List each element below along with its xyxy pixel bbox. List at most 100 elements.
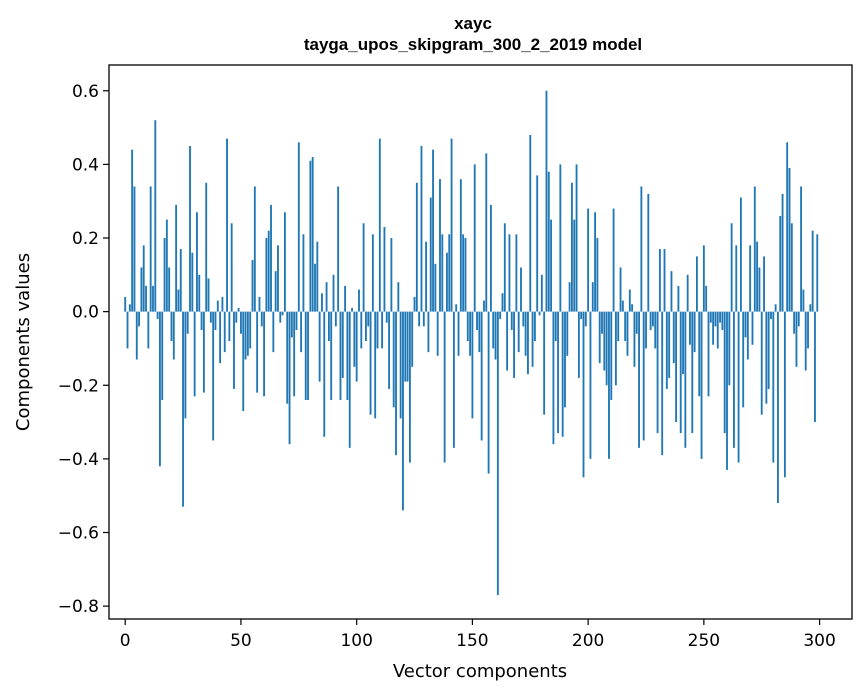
bar-29: [191, 252, 194, 312]
bar-178: [536, 175, 539, 312]
bar-115: [390, 238, 393, 312]
bar-25: [182, 311, 184, 507]
bar-146: [462, 234, 465, 312]
bar-213: [617, 311, 620, 342]
bar-197: [580, 311, 583, 319]
bar-87: [325, 282, 328, 312]
bar-124: [411, 311, 414, 367]
bar-201: [589, 311, 592, 459]
bar-141: [450, 138, 453, 312]
bar-282: [777, 311, 779, 504]
bar-68: [281, 311, 284, 316]
bar-128: [420, 145, 423, 312]
bar-254: [712, 311, 715, 345]
bar-256: [716, 311, 719, 349]
bar-53: [246, 311, 249, 356]
bar-59: [260, 311, 263, 327]
bar-236: [670, 271, 673, 312]
bar-293: [802, 289, 805, 312]
bar-207: [603, 311, 606, 371]
bar-3: [131, 149, 134, 312]
bar-179: [538, 311, 541, 316]
bar-33: [200, 311, 203, 331]
bar-187: [557, 311, 559, 434]
x-tick-label: 300: [803, 631, 835, 651]
bar-217: [626, 311, 629, 356]
bar-233: [663, 249, 666, 312]
bar-52: [244, 311, 247, 360]
bar-191: [566, 311, 569, 356]
bar-99: [353, 311, 356, 367]
bar-147: [464, 238, 467, 312]
bar-188: [559, 164, 562, 312]
bar-198: [582, 311, 585, 478]
bar-274: [758, 267, 761, 312]
bar-156: [485, 153, 488, 312]
bar-196: [577, 311, 580, 378]
bar-176: [531, 311, 534, 367]
bar-96: [346, 311, 349, 400]
bar-262: [730, 223, 733, 312]
bar-210: [610, 311, 613, 400]
bar-278: [767, 311, 770, 389]
bar-23: [177, 289, 180, 312]
bar-44: [226, 138, 228, 312]
bar-144: [457, 311, 460, 356]
bar-158: [489, 204, 492, 312]
bar-192: [568, 282, 571, 312]
bar-17: [163, 238, 166, 312]
bar-275: [760, 311, 763, 415]
bar-19: [168, 267, 171, 312]
bar-2: [128, 304, 131, 312]
plot-frame: [108, 64, 853, 620]
bar-92: [337, 186, 340, 312]
bar-79: [307, 311, 309, 400]
bar-107: [371, 234, 374, 312]
bar-215: [621, 300, 624, 312]
bar-21: [172, 311, 175, 360]
bar-200: [587, 208, 590, 312]
bar-249: [700, 311, 703, 459]
bar-62: [267, 230, 270, 312]
bar-259: [723, 311, 726, 434]
bar-199: [584, 311, 587, 327]
bar-223: [640, 186, 643, 312]
x-tick-label: 200: [572, 631, 604, 651]
bar-148: [466, 311, 469, 342]
bar-212: [614, 311, 617, 386]
bar-24: [179, 249, 182, 312]
bar-241: [682, 311, 684, 375]
bar-90: [332, 274, 335, 312]
bar-131: [427, 311, 430, 353]
bar-297: [811, 230, 814, 312]
bar-204: [596, 238, 599, 312]
bar-70: [286, 311, 289, 404]
bar-1: [126, 311, 129, 349]
bar-270: [749, 245, 752, 312]
bar-220: [633, 311, 636, 367]
bar-186: [554, 311, 557, 342]
bar-20: [170, 311, 173, 342]
bar-208: [605, 311, 608, 386]
bar-127: [418, 311, 421, 327]
bar-139: [446, 252, 448, 312]
bar-120: [402, 311, 404, 511]
bar-151: [473, 164, 476, 312]
bar-276: [763, 256, 765, 312]
bar-58: [258, 296, 261, 312]
bar-165: [506, 311, 509, 371]
x-tick-label: 250: [688, 631, 720, 651]
bar-268: [744, 311, 747, 338]
bar-110: [378, 138, 381, 312]
bar-57: [256, 311, 259, 393]
bar-257: [719, 311, 721, 323]
y-axis-ticks: −0.8 −0.6 −0.4 −0.2 0.0 0.2 0.4 0.6: [58, 82, 109, 617]
bar-261: [728, 311, 731, 386]
bar-77: [302, 234, 305, 312]
y-axis-label: Components values: [13, 253, 34, 431]
bar-206: [601, 311, 603, 334]
bar-184: [550, 219, 553, 312]
bar-106: [369, 311, 372, 415]
bar-55: [251, 260, 254, 312]
